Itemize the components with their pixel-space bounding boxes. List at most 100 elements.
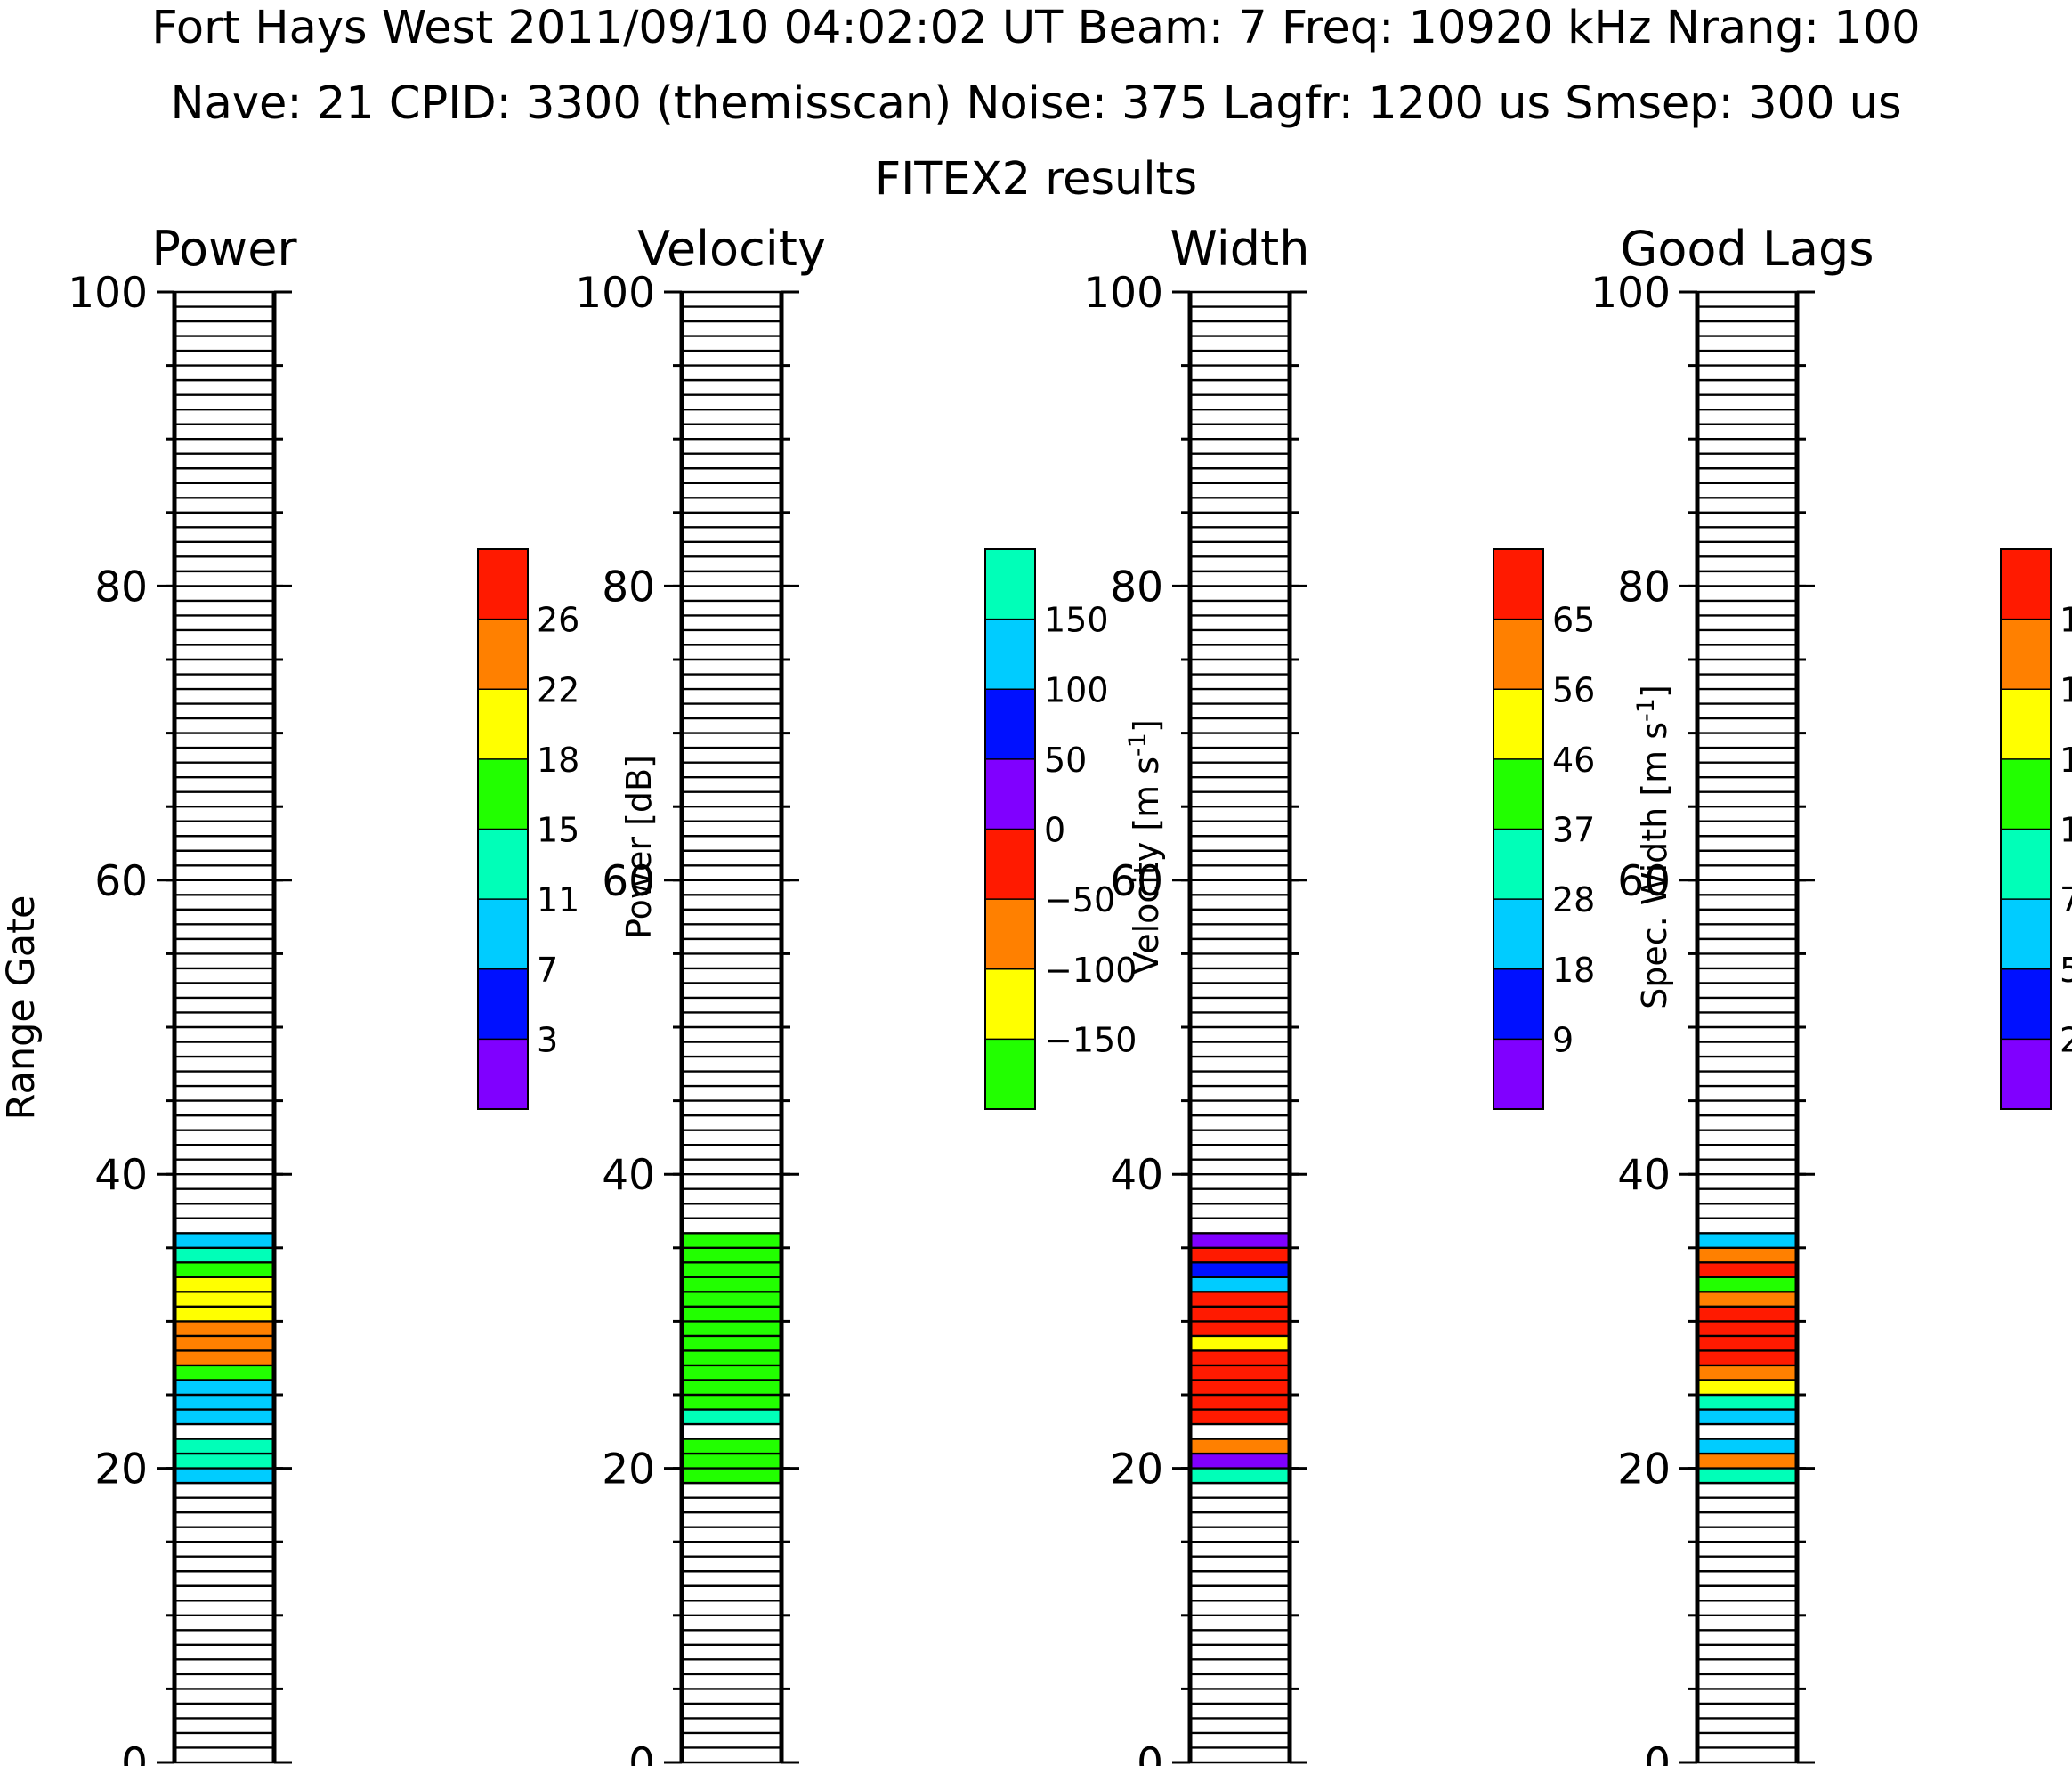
gate-cell bbox=[174, 1468, 274, 1484]
gate-cell bbox=[1190, 1365, 1290, 1381]
gate-cell bbox=[174, 1350, 274, 1365]
colorbar-segment bbox=[478, 619, 528, 690]
colorbar-tick-label: 18 bbox=[1552, 951, 1595, 990]
panel-title: Good Lags bbox=[1621, 221, 1874, 277]
gate-cell bbox=[1190, 1454, 1290, 1469]
gate-cell bbox=[682, 1438, 781, 1454]
gate-cell bbox=[1190, 1247, 1290, 1263]
gate-cell bbox=[1190, 1292, 1290, 1307]
panel-title: Velocity bbox=[637, 221, 826, 277]
colorbar-tick-label: 17 bbox=[2060, 601, 2072, 640]
gate-cell bbox=[1697, 1454, 1797, 1469]
gate-cell bbox=[1190, 1321, 1290, 1336]
panel-width: Width 0 20 40 60 80 100 9 18 28 37 46 56 65 Spec. Widt… bbox=[1083, 221, 1674, 1766]
gate-cell bbox=[174, 1262, 274, 1277]
colorbar-tick-label: 65 bbox=[1552, 601, 1595, 640]
colorbar-tick-label: 18 bbox=[537, 741, 579, 780]
gate-cell bbox=[682, 1276, 781, 1292]
colorbar-segment bbox=[985, 619, 1035, 690]
gate-cell bbox=[682, 1395, 781, 1410]
y-tick-label: 60 bbox=[1110, 857, 1163, 906]
gate-cell bbox=[1190, 1350, 1290, 1365]
panel-title: Width bbox=[1170, 221, 1310, 277]
colorbar-segment bbox=[985, 689, 1035, 759]
colorbar-tick-label: 9 bbox=[1552, 1020, 1574, 1059]
gate-cell bbox=[174, 1292, 274, 1307]
colorbar-segment bbox=[478, 689, 528, 759]
colorbar-segment bbox=[1493, 758, 1543, 830]
colorbar-tick-label: 46 bbox=[1552, 741, 1595, 780]
panel-title: Power bbox=[151, 221, 297, 277]
y-tick-label: 20 bbox=[1110, 1446, 1163, 1495]
colorbar-frame bbox=[2000, 548, 2052, 1110]
y-tick-label: 100 bbox=[68, 269, 148, 318]
gate-cell bbox=[1190, 1335, 1290, 1351]
y-tick-label: 40 bbox=[602, 1151, 655, 1200]
gate-cell bbox=[174, 1409, 274, 1425]
gate-cell bbox=[1190, 1276, 1290, 1292]
y-tick-label: 100 bbox=[1083, 269, 1163, 318]
y-tick-label: 100 bbox=[1590, 269, 1671, 318]
colorbar-frame bbox=[1493, 548, 1544, 1110]
gate-cell bbox=[682, 1335, 781, 1351]
gate-cell bbox=[174, 1365, 274, 1381]
colorbar-tick-label: −100 bbox=[1044, 951, 1137, 990]
colorbar-segment bbox=[2001, 968, 2051, 1040]
colorbar-label: Power [dB] bbox=[619, 755, 659, 939]
colorbar-segment bbox=[2001, 899, 2051, 969]
colorbar-segment bbox=[478, 549, 528, 620]
gate-cell bbox=[682, 1365, 781, 1381]
gate-cell bbox=[174, 1276, 274, 1292]
colorbar-segment bbox=[985, 968, 1035, 1040]
gate-cell bbox=[1190, 1395, 1290, 1410]
colorbar-segment bbox=[2001, 1039, 2051, 1109]
gate-cell bbox=[174, 1321, 274, 1336]
gate-cell bbox=[1697, 1276, 1797, 1292]
colorbar-segment bbox=[1493, 689, 1543, 759]
colorbar-tick-label: 15 bbox=[2060, 670, 2072, 709]
panel-power: Power 0 20 40 60 80 100 3 7 11 15 18 22 26 Power [dB] bbox=[68, 221, 659, 1766]
colorbar-segment bbox=[478, 899, 528, 969]
colorbar-segment bbox=[985, 899, 1035, 969]
gate-cell bbox=[1697, 1380, 1797, 1395]
gate-cell bbox=[1697, 1468, 1797, 1484]
gate-cell bbox=[1697, 1262, 1797, 1277]
colorbar-segment bbox=[985, 549, 1035, 620]
colorbar-tick-label: 0 bbox=[1044, 811, 1065, 850]
colorbar-tick-label: −50 bbox=[1044, 880, 1115, 919]
colorbar-frame bbox=[984, 548, 1036, 1110]
gate-cell bbox=[1190, 1468, 1290, 1484]
gate-cell bbox=[1697, 1306, 1797, 1322]
colorbar-segment bbox=[2001, 689, 2051, 759]
colorbar-segment bbox=[478, 1039, 528, 1109]
colorbar-segment bbox=[1493, 1039, 1543, 1109]
colorbar-segment bbox=[478, 829, 528, 900]
gate-cell bbox=[174, 1306, 274, 1322]
colorbar-label: Spec. Width [m s-1] bbox=[1632, 685, 1674, 1009]
colorbar-segment bbox=[2001, 549, 2051, 620]
gate-cell bbox=[682, 1262, 781, 1277]
gate-cell bbox=[174, 1233, 274, 1248]
y-tick-label: 20 bbox=[1617, 1446, 1671, 1495]
gate-cell bbox=[1190, 1306, 1290, 1322]
gate-cell bbox=[682, 1380, 781, 1395]
colorbar-tick-label: 56 bbox=[1552, 670, 1595, 709]
y-tick-label: 40 bbox=[1617, 1151, 1671, 1200]
colorbar-segment bbox=[1493, 829, 1543, 900]
gate-cell bbox=[682, 1306, 781, 1322]
y-tick-label: 20 bbox=[94, 1446, 148, 1495]
y-tick-label: 60 bbox=[94, 857, 148, 906]
header-line-2: Nave: 21 CPID: 3300 (themisscan) Noise: … bbox=[170, 77, 1901, 130]
gate-cell bbox=[174, 1335, 274, 1351]
colorbar-tick-label: 5 bbox=[2060, 951, 2072, 990]
colorbar-label: Velocity [m s-1] bbox=[1124, 719, 1166, 975]
panel-good-lags: Good Lags02040608010025710121517Good Lag… bbox=[1590, 221, 2072, 1766]
colorbar-segment bbox=[1493, 619, 1543, 690]
colorbar-segment bbox=[985, 829, 1035, 900]
colorbar-segment bbox=[2001, 758, 2051, 830]
y-tick-label: 60 bbox=[602, 857, 655, 906]
y-tick-label: 40 bbox=[94, 1151, 148, 1200]
gate-cell bbox=[1697, 1335, 1797, 1351]
y-tick-label: 0 bbox=[628, 1739, 655, 1766]
